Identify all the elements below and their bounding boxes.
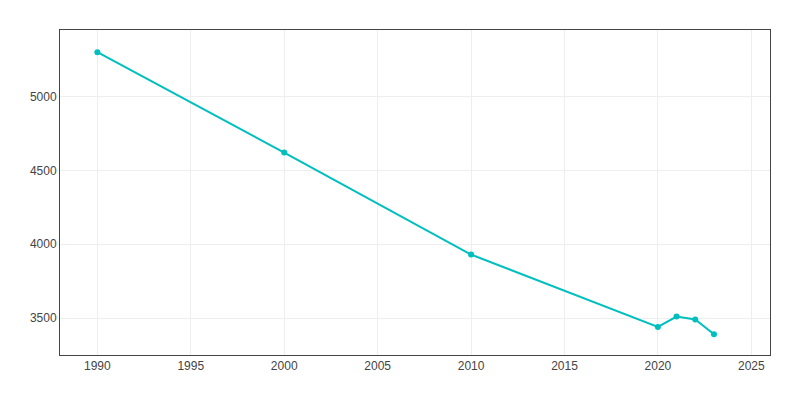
svg-text:4000: 4000 [30, 237, 57, 251]
svg-text:2025: 2025 [738, 359, 765, 373]
svg-text:2005: 2005 [364, 359, 391, 373]
svg-text:2015: 2015 [551, 359, 578, 373]
svg-text:2010: 2010 [458, 359, 485, 373]
svg-text:1995: 1995 [177, 359, 204, 373]
svg-text:2020: 2020 [645, 359, 672, 373]
svg-text:2000: 2000 [271, 359, 298, 373]
svg-text:5000: 5000 [30, 90, 57, 104]
svg-text:1990: 1990 [84, 359, 111, 373]
svg-text:3500: 3500 [30, 311, 57, 325]
svg-text:4500: 4500 [30, 164, 57, 178]
